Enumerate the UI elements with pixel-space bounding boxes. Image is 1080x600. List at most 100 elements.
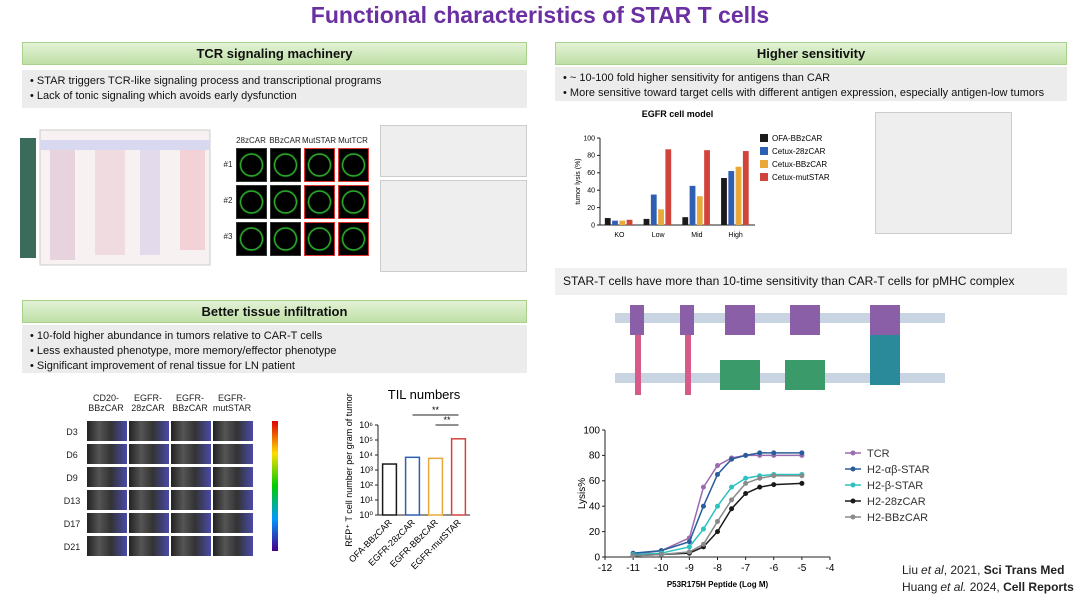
bar — [626, 219, 633, 225]
x-tick-label: -11 — [626, 563, 640, 574]
bullet: More sensitive toward target cells with … — [563, 86, 1059, 101]
bar — [612, 220, 618, 225]
y-tick-label: 10⁰ — [359, 510, 373, 520]
x-tick-label: -5 — [797, 563, 806, 574]
legend-label: TCR — [867, 448, 890, 460]
significance-label: ** — [432, 405, 440, 415]
bar — [604, 218, 611, 225]
bar — [665, 149, 672, 225]
x-tick-label: -7 — [741, 563, 750, 574]
data-point — [743, 491, 749, 496]
legend-label: H2-28zCAR — [867, 496, 926, 508]
data-point — [757, 450, 763, 456]
color-scale — [272, 421, 278, 551]
bullet: ~ 10-100 fold higher sensitivity for ant… — [563, 71, 1059, 86]
bar — [728, 171, 735, 225]
x-tick-label: -4 — [826, 563, 835, 574]
bar — [689, 185, 696, 225]
legend-swatch — [760, 134, 768, 142]
mouse-image — [171, 536, 211, 556]
bar — [450, 438, 467, 516]
year: , 2021, — [943, 563, 984, 577]
x-tick-label: High — [728, 232, 743, 239]
data-point — [715, 518, 720, 524]
cell-image — [338, 148, 369, 182]
x-tick-label: Low — [652, 232, 666, 239]
year: 2024, — [966, 580, 1004, 594]
row-label: D13 — [63, 496, 81, 506]
mouse-image — [213, 513, 253, 533]
legend-marker — [850, 482, 856, 488]
cell-image — [338, 222, 369, 256]
y-axis-label: RFP⁺ T cell number per gram of tumor — [344, 393, 354, 546]
legend-marker — [850, 450, 856, 456]
mouse-image — [171, 444, 211, 464]
column-label: EGFR-28zCAR — [131, 393, 165, 413]
row-label: D9 — [66, 473, 78, 483]
stacked-plot — [875, 112, 1012, 234]
cell-image — [270, 222, 301, 256]
data-point — [771, 450, 777, 456]
row-label: D3 — [66, 427, 78, 437]
membrane — [615, 373, 945, 383]
imaging-grid: CD20-BBzCAR EGFR-28zCAR EGFR-BBzCAR EGFR-mu… — [60, 393, 300, 563]
mouse-image — [171, 490, 211, 510]
data-point — [686, 544, 692, 550]
data-point — [799, 450, 805, 456]
receptor — [680, 305, 694, 395]
column-label: 28zCAR — [236, 136, 266, 145]
chart-title: TIL numbers — [388, 387, 461, 402]
bullet: Significant improvement of renal tissue … — [30, 359, 519, 374]
data-point — [630, 553, 636, 559]
bar — [742, 151, 749, 225]
receptor-diagram — [615, 305, 945, 395]
mouse-image — [129, 536, 169, 556]
row-label: D21 — [63, 542, 81, 552]
data-point — [715, 503, 720, 509]
citations: Liu et al, 2021, Sci Trans Med Huang et al.… — [902, 562, 1077, 596]
bullet: Lack of tonic signaling which avoids ear… — [30, 89, 519, 104]
receptor — [785, 305, 825, 390]
mouse-image — [129, 467, 169, 487]
y-tick-label: 40 — [587, 188, 595, 195]
bar — [721, 178, 727, 225]
y-tick-label: 80 — [587, 153, 595, 160]
mouse-image — [213, 444, 253, 464]
chart-title: EGFR cell model — [642, 109, 714, 119]
bar — [735, 166, 742, 225]
x-tick-label: -9 — [685, 563, 694, 574]
legend-label: Cetux-mutSTAR — [772, 173, 830, 182]
mouse-image — [213, 467, 253, 487]
data-point — [729, 484, 735, 490]
data-point — [729, 497, 735, 503]
cell-image — [236, 148, 267, 182]
bar — [381, 463, 398, 516]
data-point — [715, 529, 720, 535]
mouse-image — [129, 444, 169, 464]
legend-label: H2-BBzCAR — [867, 512, 928, 524]
x-tick-label: -10 — [654, 563, 669, 574]
y-axis-label: Lysis% — [577, 478, 588, 509]
row-label: #3 — [223, 232, 233, 241]
significance-label: ** — [443, 415, 451, 425]
series-line — [633, 474, 802, 557]
cell-image — [270, 148, 301, 182]
mouse-image — [87, 421, 127, 441]
mouse-image — [87, 467, 127, 487]
cell-image — [304, 148, 335, 182]
y-tick-label: 0 — [591, 222, 595, 229]
y-tick-label: 20 — [589, 527, 601, 538]
row-label: D6 — [66, 450, 78, 460]
x-tick-label: Mid — [691, 232, 702, 239]
legend-label: Cetux-BBzCAR — [772, 160, 827, 169]
bullet: Less exhausted phenotype, more memory/ef… — [30, 344, 519, 359]
bullet: STAR triggers TCR-like signaling process… — [30, 74, 519, 89]
receptor — [630, 305, 644, 395]
chart: TIL numbers 10⁰ 10¹ 10² 10³ 10⁴ 10⁵ 10⁶ RFP⁺ T c… — [344, 387, 470, 571]
data-point — [743, 475, 749, 481]
legend-label: H2-αβ-STAR — [867, 464, 930, 476]
mouse-image — [87, 490, 127, 510]
data-point — [799, 473, 805, 479]
chart: EGFR cell model 0 20 40 60 80 100 tumor lysis (… — [575, 109, 830, 239]
cell-image — [236, 222, 267, 256]
